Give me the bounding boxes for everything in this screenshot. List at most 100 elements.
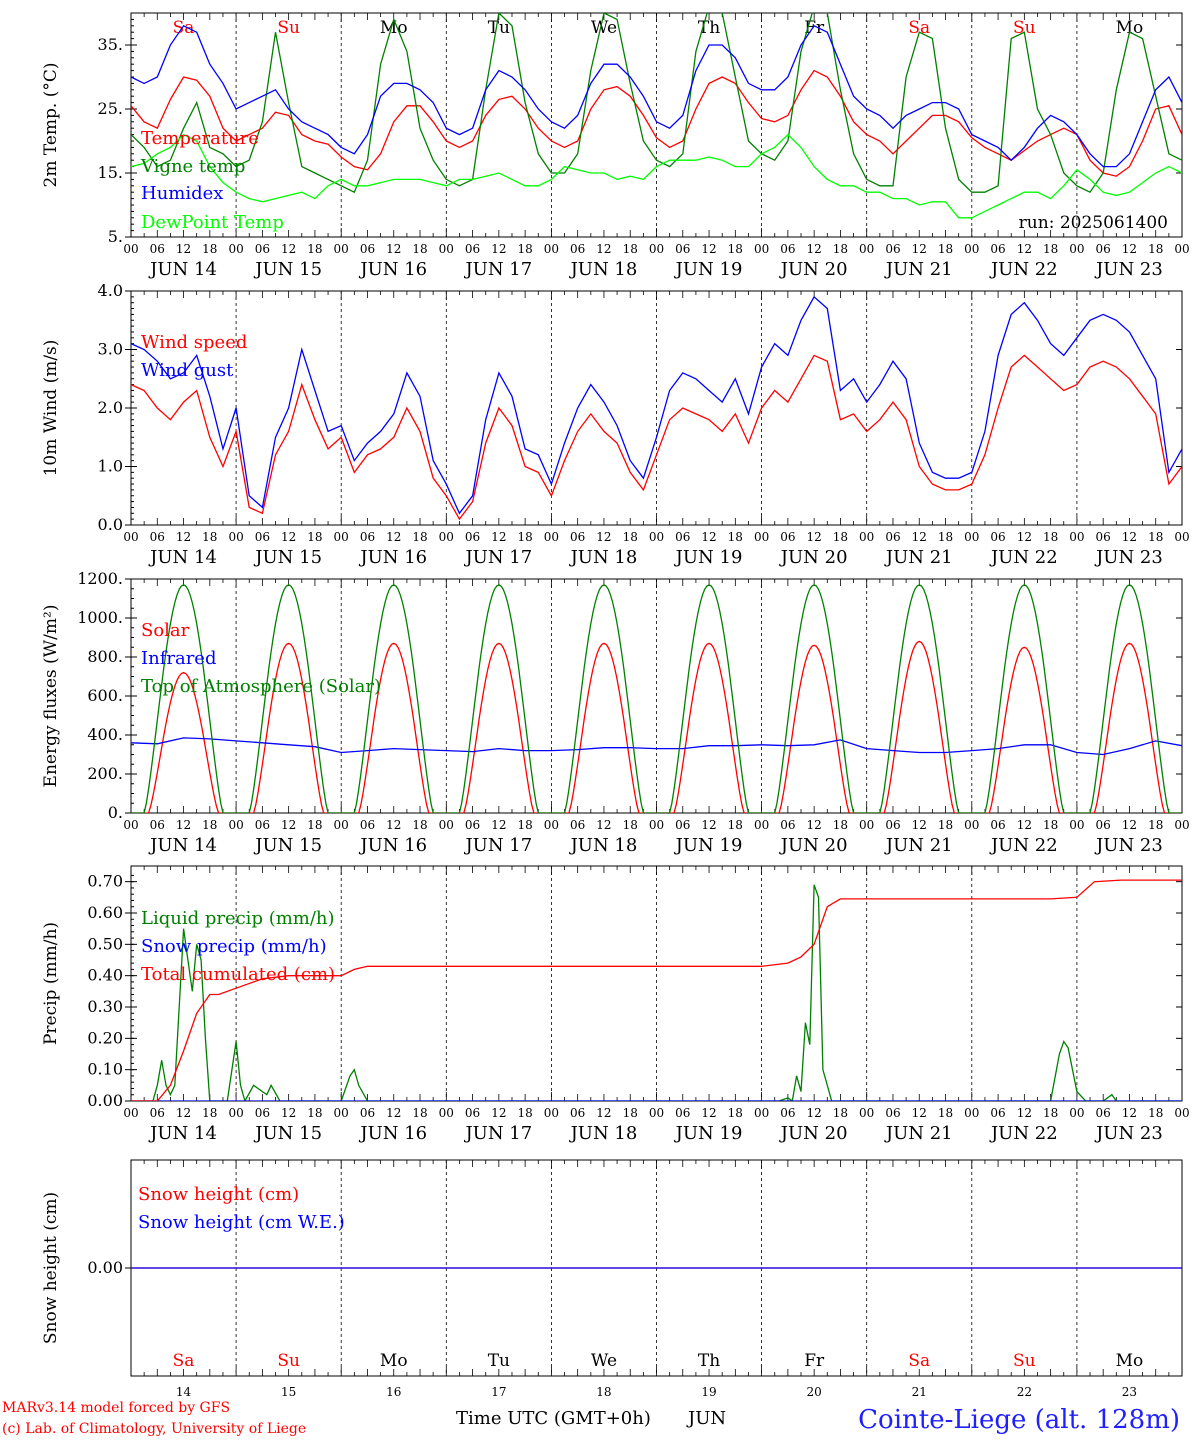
legend-entry: Liquid precip (mm/h) [141,908,335,929]
series-wind-speed-line [131,354,1182,521]
legend-entry: Snow height (cm) [138,1184,299,1205]
y-tick-label: 5. [108,227,123,246]
x-hour-label: 12 [596,242,611,256]
x-hour-label: 00 [123,1106,138,1120]
x-day-number: 19 [701,1385,716,1399]
legend-entry: Wind gust [141,360,234,381]
x-hour-label: 18 [412,818,427,832]
x-hour-label: 00 [859,242,874,256]
panel-2: 0.0 1.0 2.0 3.0 4.0 10m Wind (m/s) 00 06 12 18 JUN… [41,281,1190,568]
x-hour-label: 12 [491,530,506,544]
x-date-label: JUN 19 [674,1123,743,1144]
x-hour-label: 12 [1122,242,1137,256]
day-of-week-label: Mo [1116,18,1144,38]
x-day-number: 20 [807,1385,822,1399]
x-hour-label: 00 [228,1106,243,1120]
x-date-label: JUN 17 [463,259,532,280]
x-hour-label: 12 [281,242,296,256]
y-tick-label: 3.0 [98,340,123,359]
x-hour-label: 18 [517,530,532,544]
x-hour-label: 00 [334,818,349,832]
x-hour-label: 06 [465,818,480,832]
x-hour-label: 18 [938,818,953,832]
x-hour-label: 00 [754,530,769,544]
x-hour-label: 06 [255,242,270,256]
x-date-label: JUN 22 [989,1123,1058,1144]
x-hour-label: 12 [491,1106,506,1120]
x-hour-label: 00 [439,818,454,832]
x-hour-label: 00 [754,818,769,832]
x-hour-label: 12 [807,242,822,256]
x-hour-label: 18 [1148,1106,1163,1120]
x-hour-label: 06 [675,530,690,544]
series-top-of-atmosphere-solar-line [131,584,1182,813]
x-day-number: 21 [912,1385,927,1399]
x-hour-label: 00 [123,242,138,256]
x-hour-label: 12 [912,818,927,832]
y-tick-label: 0.40 [87,966,123,985]
x-hour-label: 12 [1017,818,1032,832]
y-tick-label: 0.70 [87,872,123,891]
x-hour-label: 18 [202,1106,217,1120]
x-hour-label: 00 [544,242,559,256]
x-hour-label: 00 [1174,530,1189,544]
day-of-week-label: We [591,18,617,38]
x-hour-label: 18 [833,530,848,544]
x-hour-label: 06 [885,530,900,544]
x-hour-label: 18 [623,818,638,832]
x-hour-label: 00 [228,818,243,832]
footer: MARv3.14 model forced by GFS (c) Lab. of… [2,1400,1180,1437]
x-hour-label: 00 [439,1106,454,1120]
x-hour-label: 12 [701,818,716,832]
y-tick-label: 0.60 [87,903,123,922]
x-hour-label: 12 [701,530,716,544]
x-hour-label: 06 [780,818,795,832]
x-hour-label: 00 [649,242,664,256]
x-hour-label: 18 [833,818,848,832]
x-hour-label: 06 [255,818,270,832]
x-date-label: JUN 21 [884,835,953,856]
x-hour-label: 18 [307,242,322,256]
x-hour-label: 06 [570,530,585,544]
x-hour-label: 12 [807,818,822,832]
legend-entry: Snow precip (mm/h) [141,936,327,957]
day-of-week-label: Su [1013,18,1036,38]
series-temperature-line [131,69,1182,177]
x-date-label: JUN 18 [569,259,638,280]
y-tick-label: 200. [87,764,123,783]
x-hour-label: 00 [649,1106,664,1120]
y-tick-label: 1000. [77,608,123,627]
x-hour-label: 06 [570,242,585,256]
x-date-label: JUN 15 [253,547,322,568]
x-day-number: 17 [491,1385,506,1399]
x-hour-label: 18 [833,242,848,256]
x-day-number: 22 [1017,1385,1032,1399]
x-date-label: JUN 19 [674,835,743,856]
x-date-label: JUN 23 [1094,835,1163,856]
x-hour-label: 06 [780,530,795,544]
x-hour-label: 18 [412,530,427,544]
y-tick-label: 0.50 [87,934,123,953]
x-hour-label: 12 [596,530,611,544]
x-hour-label: 06 [990,1106,1005,1120]
x-hour-label: 12 [596,1106,611,1120]
x-hour-label: 12 [1017,1106,1032,1120]
y-tick-label: 400. [87,725,123,744]
day-of-week-label: Su [277,1351,300,1371]
x-hour-label: 18 [517,1106,532,1120]
x-date-label: JUN 16 [358,1123,427,1144]
plot-frame [130,12,1183,238]
x-date-label: JUN 21 [884,547,953,568]
x-date-label: JUN 23 [1094,259,1163,280]
x-date-label: JUN 20 [779,547,848,568]
x-hour-label: 12 [1122,818,1137,832]
x-hour-label: 18 [1148,530,1163,544]
x-hour-label: 12 [176,818,191,832]
y-tick-label: 0.0 [98,515,123,534]
y-tick-label: 0.30 [87,997,123,1016]
run-label: run: 2025061400 [1019,213,1168,233]
series-wind-gust-line [131,295,1182,515]
x-hour-label: 06 [360,818,375,832]
x-hour-label: 00 [1069,530,1084,544]
x-date-label: JUN 17 [463,835,532,856]
